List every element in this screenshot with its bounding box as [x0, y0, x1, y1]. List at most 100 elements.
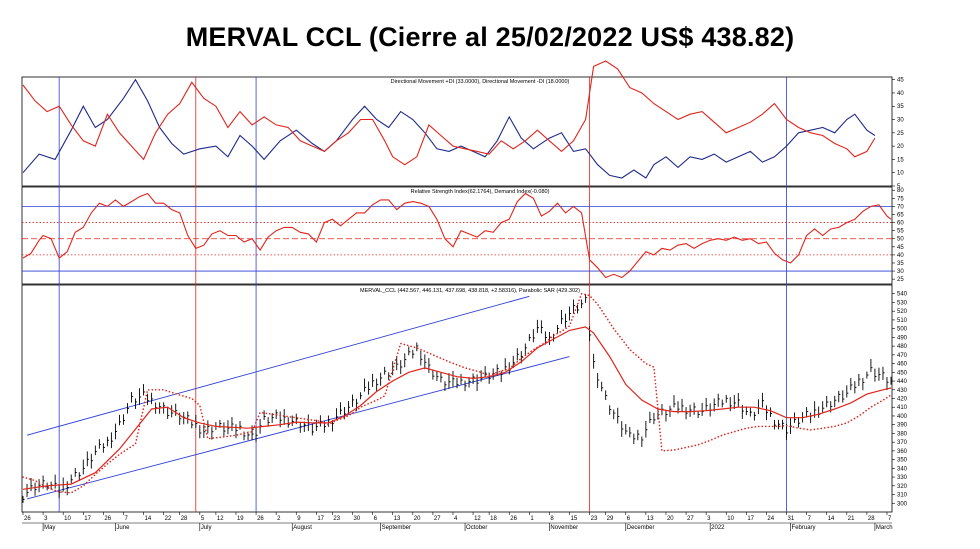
price-y-tick-label: 480 [897, 344, 908, 350]
rsi-frame [21, 186, 893, 285]
dmi-y-tick-label: 20 [897, 144, 904, 150]
x-tick-label: 7 [888, 516, 892, 522]
rsi-panel: Relative Strength Index(62.1764), Demand… [22, 189, 892, 279]
month-label: November [550, 525, 578, 531]
x-tick-label: 10 [64, 516, 71, 522]
x-tick-label: 30 [354, 516, 361, 522]
x-tick-label: 26 [24, 516, 31, 522]
price-y-tick-label: 340 [897, 466, 908, 472]
x-tick-label: 27 [687, 516, 694, 522]
x-tick-label: 13 [394, 516, 401, 522]
dmi-frame [21, 76, 893, 187]
dmi-panel: Directional Movement +DI (33.0000), Dire… [22, 60, 876, 179]
price-y-tick-label: 430 [897, 388, 908, 394]
rsi-y-tick-label: 45 [897, 245, 904, 251]
price-panel: MERVAL_CCL (442.567, 446.131, 437.698, 4… [22, 288, 893, 503]
rsi-y-tick-label: 80 [897, 188, 904, 194]
price-y-tick-label: 450 [897, 370, 908, 376]
x-tick-label: 17 [84, 516, 91, 522]
x-tick-label: 23 [333, 516, 340, 522]
rsi-y-tick-label: 65 [897, 212, 904, 218]
price-y-tick-label: 460 [897, 362, 908, 368]
rsi-y-tick-label: 25 [897, 277, 904, 283]
x-tick-label: 17 [317, 516, 324, 522]
x-tick-label: 3 [44, 516, 48, 522]
di-plus-line [22, 78, 876, 179]
dmi-y-tick-label: 10 [897, 171, 904, 177]
x-tick-label: 20 [414, 516, 421, 522]
x-tick-label: 1 [530, 516, 534, 522]
channel-upper-line [26, 295, 530, 436]
month-label: December [627, 525, 655, 531]
x-tick-label: 19 [237, 516, 244, 522]
price-y-tick-label: 350 [897, 458, 908, 464]
dmi-y-tick-label: 15 [897, 157, 904, 163]
x-tick-label: 29 [607, 516, 614, 522]
x-tick-label: 8 [550, 516, 554, 522]
month-label: May [44, 525, 55, 531]
x-axis: 26 3 10 17 26 7 14 22 28 5 12 19 26 2 9 17 23 30 6 13 20 27 4 1… [22, 512, 893, 531]
month-label: 2022 [711, 525, 725, 531]
rsi-y-tick-label: 30 [897, 269, 904, 275]
month-label: February [792, 525, 816, 531]
x-tick-label: 2 [277, 516, 281, 522]
moving-average-line [22, 326, 892, 490]
price-y-tick-label: 310 [897, 493, 908, 499]
price-y-tick-label: 540 [897, 292, 908, 298]
x-tick-label: 24 [767, 516, 774, 522]
month-label: July [201, 525, 212, 531]
x-tick-label: 20 [667, 516, 674, 522]
x-tick-label: 31 [788, 516, 795, 522]
rsi-y-tick-label: 35 [897, 261, 904, 267]
x-tick-label: 21 [848, 516, 855, 522]
di-minus-line [22, 60, 876, 166]
x-tick-label: 26 [510, 516, 517, 522]
x-tick-label: 13 [647, 516, 654, 522]
x-tick-label: 28 [868, 516, 875, 522]
rsi-line [22, 192, 892, 279]
dmi-y-tick-label: 35 [897, 104, 904, 110]
x-tick-label: 22 [165, 516, 172, 522]
price-y-tick-label: 410 [897, 405, 908, 411]
x-tick-label: 7 [808, 516, 812, 522]
price-y-tick-label: 490 [897, 335, 908, 341]
x-tick-label: 12 [474, 516, 481, 522]
price-y-tick-label: 380 [897, 431, 908, 437]
rsi-y-tick-label: 70 [897, 204, 904, 210]
dmi-caption: Directional Movement +DI (33.0000), Dire… [391, 79, 570, 85]
parabolic-sar-dots [22, 292, 892, 494]
x-tick-label: 6 [374, 516, 378, 522]
price-y-tick-label: 360 [897, 449, 908, 455]
x-tick-label: 14 [828, 516, 835, 522]
month-label: March [876, 525, 893, 531]
month-label: August [293, 525, 312, 531]
x-tick-label: 6 [627, 516, 631, 522]
rsi-y-tick-label: 75 [897, 196, 904, 202]
x-tick-label: 3 [707, 516, 711, 522]
x-tick-label: 27 [434, 516, 441, 522]
month-label: September [382, 525, 411, 531]
x-tick-label: 15 [571, 516, 578, 522]
x-tick-label: 17 [747, 516, 754, 522]
month-label: October [466, 525, 487, 531]
dmi-y-tick-label: 30 [897, 118, 904, 124]
x-tick-label: 18 [490, 516, 497, 522]
price-y-tick-label: 400 [897, 414, 908, 420]
chart-title: MERVAL CCL (Cierre al 25/02/2022 US$ 438… [185, 22, 795, 52]
rsi-y-tick-label: 55 [897, 229, 904, 235]
x-tick-label: 7 [124, 516, 128, 522]
x-tick-label: 28 [181, 516, 188, 522]
price-y-tick-label: 390 [897, 423, 908, 429]
x-tick-label: 4 [454, 516, 458, 522]
price-y-tick-label: 500 [897, 327, 908, 333]
x-tick-label: 10 [727, 516, 734, 522]
price-y-tick-label: 530 [897, 300, 908, 306]
price-y-tick-label: 520 [897, 309, 908, 315]
price-y-tick-label: 330 [897, 475, 908, 481]
price-y-tick-label: 510 [897, 318, 908, 324]
x-tick-label: 12 [217, 516, 224, 522]
x-tick-label: 26 [104, 516, 111, 522]
dmi-y-tick-label: 40 [897, 91, 904, 97]
price-y-tick-label: 320 [897, 484, 908, 490]
